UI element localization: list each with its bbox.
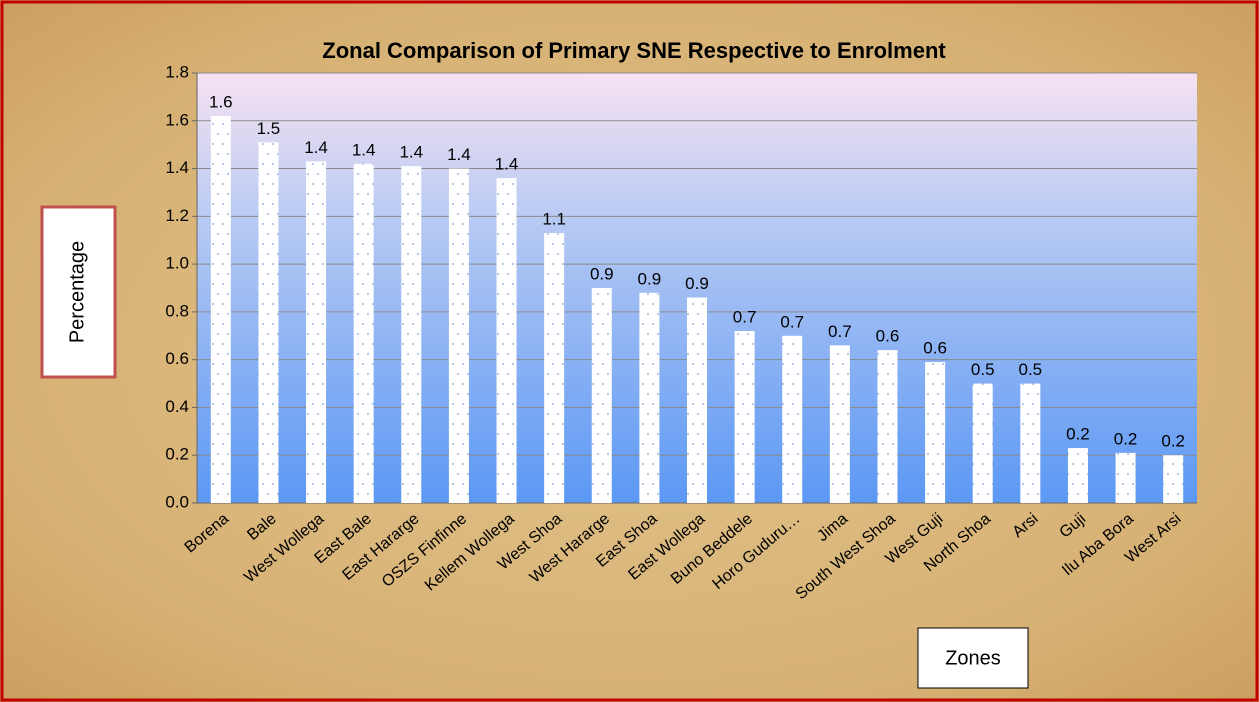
- data-label: 0.9: [590, 264, 614, 283]
- chart-title: Zonal Comparison of Primary SNE Respecti…: [322, 38, 946, 63]
- data-label: 1.5: [257, 119, 281, 138]
- bar: [353, 163, 374, 503]
- y-tick-label: 1.8: [165, 62, 189, 81]
- bar: [829, 345, 850, 503]
- data-label: 1.6: [209, 92, 233, 111]
- data-label: 0.7: [780, 312, 804, 331]
- bar: [210, 116, 231, 503]
- y-tick-label: 0.4: [165, 397, 189, 416]
- bar: [544, 233, 565, 504]
- bar: [925, 362, 946, 503]
- data-label: 0.7: [733, 307, 757, 326]
- bar: [496, 178, 517, 503]
- data-label: 1.4: [304, 138, 328, 157]
- y-tick-label: 0.6: [165, 349, 189, 368]
- data-label: 1.4: [399, 143, 423, 162]
- data-label: 1.1: [542, 210, 566, 229]
- data-label: 0.6: [923, 339, 947, 358]
- y-axis-label: Percentage: [66, 241, 88, 343]
- data-label: 0.5: [971, 360, 995, 379]
- data-label: 0.9: [638, 269, 662, 288]
- bar: [591, 288, 612, 503]
- y-label-box: [40, 205, 117, 379]
- y-tick-label: 1.6: [165, 110, 189, 129]
- data-label: 0.6: [876, 327, 900, 346]
- data-label: 1.4: [447, 145, 471, 164]
- x-label-box: [917, 627, 1029, 689]
- bar: [1067, 448, 1088, 503]
- y-tick-label: 1.2: [165, 206, 189, 225]
- bar: [1020, 383, 1041, 503]
- y-tick-label: 1.4: [165, 158, 189, 177]
- data-label: 0.2: [1066, 425, 1090, 444]
- data-label: 1.4: [495, 155, 519, 174]
- y-tick-label: 1.0: [165, 254, 189, 273]
- bar: [448, 168, 469, 504]
- y-tick-label: 0.2: [165, 445, 189, 464]
- bar: [877, 350, 898, 503]
- bar: [1115, 452, 1136, 503]
- bar: [1163, 455, 1184, 503]
- bar: [734, 331, 755, 503]
- bar: [782, 335, 803, 503]
- y-tick-label: 0.8: [165, 301, 189, 320]
- bar: [258, 142, 279, 503]
- bar: [687, 297, 707, 503]
- data-label: 0.2: [1114, 429, 1138, 448]
- data-label: 1.4: [352, 140, 376, 159]
- bar: [401, 166, 422, 503]
- data-label: 0.9: [685, 274, 709, 293]
- bar: [972, 383, 993, 503]
- data-label: 0.2: [1161, 432, 1185, 451]
- bar: [306, 161, 327, 503]
- x-axis-label: Zones: [945, 647, 1001, 669]
- data-label: 0.5: [1019, 360, 1043, 379]
- bar: [639, 292, 660, 503]
- data-label: 0.7: [828, 322, 852, 341]
- y-tick-label: 0.0: [165, 492, 189, 511]
